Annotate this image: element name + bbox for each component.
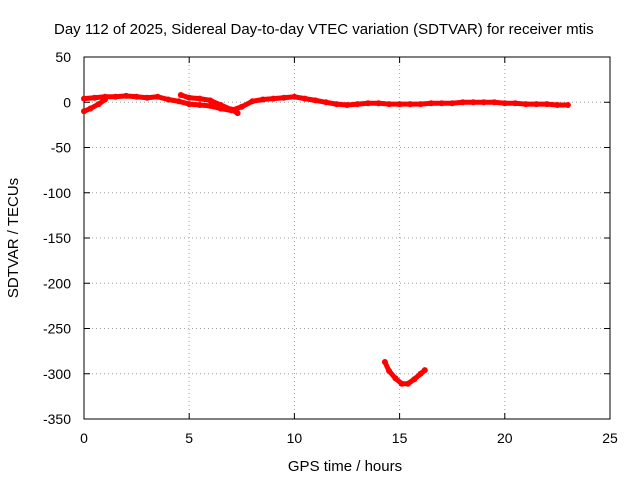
data-point	[381, 359, 388, 365]
data-point	[407, 101, 414, 108]
data-point	[234, 110, 241, 117]
data-point	[421, 367, 428, 374]
x-tick-label: 25	[602, 430, 618, 446]
data-point	[91, 94, 98, 101]
data-point	[417, 101, 424, 108]
data-point	[344, 102, 350, 108]
data-point	[449, 100, 456, 107]
data-point	[512, 100, 519, 107]
data-point	[154, 93, 161, 100]
x-tick-label: 15	[392, 430, 408, 446]
y-tick-label: -50	[51, 140, 71, 156]
data-point	[438, 100, 445, 107]
data-point	[411, 376, 418, 383]
data-point	[238, 103, 245, 110]
y-tick-label: -200	[43, 275, 71, 291]
data-point	[123, 92, 130, 99]
data-point	[533, 101, 540, 108]
data-point	[177, 92, 184, 98]
data-point	[175, 98, 182, 105]
data-point	[301, 95, 308, 102]
x-axis-label: GPS time / hours	[288, 458, 402, 475]
data-point	[207, 97, 214, 104]
data-point	[112, 93, 119, 100]
data-point	[354, 101, 361, 108]
y-tick-label: -150	[43, 230, 71, 246]
y-tick-label: -100	[43, 185, 71, 201]
data-point	[186, 101, 193, 108]
data-point	[102, 96, 108, 103]
data-point	[470, 99, 477, 106]
data-point	[398, 380, 405, 387]
data-point	[564, 102, 571, 108]
data-point	[259, 96, 266, 103]
data-point	[270, 95, 277, 102]
data-point	[144, 94, 151, 101]
data-point	[291, 93, 298, 100]
data-point	[480, 99, 487, 106]
data-point	[133, 93, 140, 100]
data-point	[392, 375, 399, 382]
data-point	[365, 100, 371, 107]
x-tick-label: 5	[185, 430, 193, 446]
grid-lines	[84, 57, 610, 419]
data-point	[554, 102, 561, 108]
data-point	[249, 98, 256, 105]
data-point	[165, 96, 172, 103]
data-point	[386, 101, 393, 108]
data-point	[417, 370, 424, 377]
series-line-3	[81, 97, 108, 114]
plot-frame	[83, 56, 611, 420]
x-tick-label: 0	[80, 430, 88, 446]
data-point	[196, 95, 203, 102]
chart-title: Day 112 of 2025, Sidereal Day-to-day VTE…	[54, 21, 594, 38]
y-axis-label: SDTVAR / TECUs	[5, 178, 22, 298]
y-tick-label: 50	[55, 49, 71, 65]
y-tick-label: -250	[43, 321, 71, 337]
data-point	[396, 101, 403, 108]
series-group	[81, 92, 571, 387]
data-point	[228, 106, 235, 113]
data-point	[386, 368, 393, 374]
data-point	[405, 380, 411, 387]
y-axis: 50 0 -50 -100 -150 -200 -250 -300 -350	[43, 49, 610, 427]
y-tick-label: -300	[43, 366, 71, 382]
data-point	[196, 102, 203, 108]
data-point	[87, 105, 94, 112]
data-point	[207, 102, 214, 109]
x-tick-label: 20	[497, 430, 513, 446]
data-point	[217, 102, 224, 108]
data-point	[375, 100, 382, 107]
data-point	[543, 101, 550, 108]
y-tick-label: 0	[63, 94, 71, 110]
data-point	[491, 99, 498, 106]
data-point	[333, 101, 340, 108]
x-tick-label: 10	[287, 430, 303, 446]
data-point	[522, 101, 529, 108]
data-point	[186, 94, 193, 101]
data-point	[312, 97, 319, 104]
data-point	[323, 99, 329, 106]
data-point	[81, 95, 87, 102]
x-axis: 0 5 10 15 20 25	[80, 57, 618, 446]
data-point	[95, 101, 102, 108]
data-point	[280, 94, 287, 101]
data-point	[81, 108, 87, 115]
y-tick-label: -350	[43, 411, 71, 427]
data-point	[428, 100, 435, 107]
data-point	[501, 100, 508, 107]
data-point	[459, 99, 466, 106]
